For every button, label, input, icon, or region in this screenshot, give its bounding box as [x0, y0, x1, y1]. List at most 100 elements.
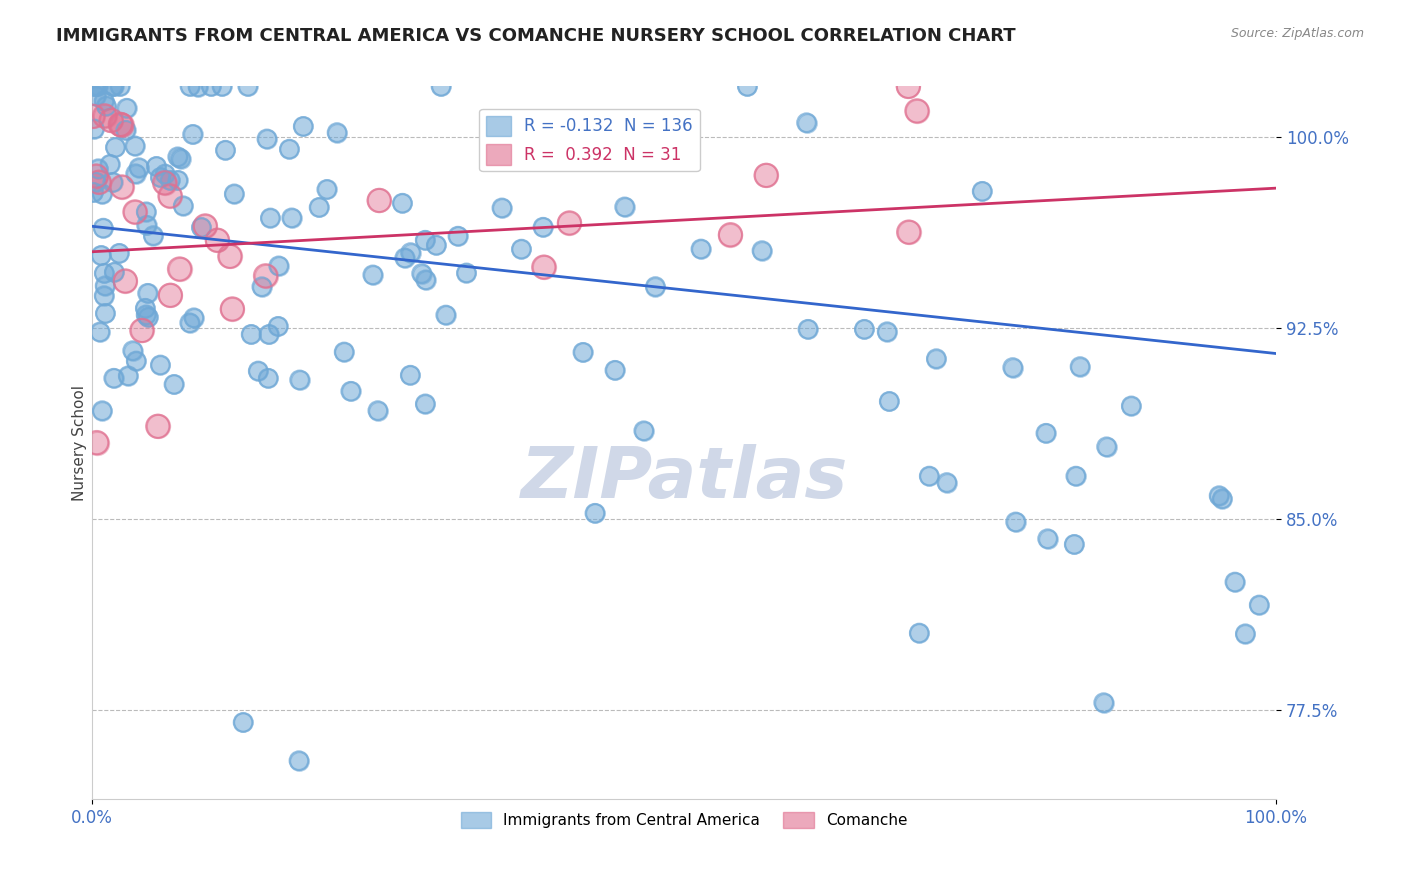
Point: [82, 186, 104, 200]
Point: [288, 754, 311, 768]
Point: [267, 259, 290, 273]
Point: [292, 120, 315, 134]
Point: [877, 394, 900, 409]
Point: [456, 266, 478, 280]
Point: [131, 323, 153, 337]
Point: [82, 109, 104, 123]
Point: [91, 403, 114, 417]
Point: [124, 139, 146, 153]
Point: [326, 126, 349, 140]
Point: [391, 196, 413, 211]
Point: [179, 316, 201, 330]
Point: [153, 167, 176, 181]
Point: [86, 79, 108, 94]
Point: [415, 273, 437, 287]
Point: [153, 176, 176, 190]
Point: [411, 267, 433, 281]
Point: [1064, 469, 1087, 483]
Point: [84, 175, 107, 189]
Point: [83, 122, 105, 136]
Point: [101, 176, 124, 190]
Point: [94, 278, 117, 293]
Point: [533, 260, 555, 274]
Point: [720, 227, 742, 242]
Point: [240, 327, 263, 342]
Point: [84, 89, 107, 103]
Point: [124, 139, 146, 153]
Point: [86, 435, 108, 450]
Point: [257, 327, 280, 342]
Point: [288, 754, 311, 768]
Point: [399, 368, 422, 383]
Point: [491, 201, 513, 215]
Point: [1211, 491, 1233, 506]
Point: [232, 715, 254, 730]
Point: [90, 248, 112, 262]
Point: [94, 306, 117, 320]
Point: [187, 79, 209, 94]
Point: [166, 173, 188, 187]
Point: [221, 301, 243, 316]
Point: [533, 260, 555, 274]
Point: [853, 322, 876, 336]
Point: [1095, 440, 1118, 454]
Point: [96, 99, 118, 113]
Point: [91, 186, 114, 201]
Point: [111, 180, 134, 194]
Point: [267, 319, 290, 334]
Point: [169, 262, 191, 277]
Point: [93, 109, 115, 123]
Point: [100, 113, 122, 128]
Point: [87, 175, 110, 189]
Point: [114, 123, 136, 137]
Point: [91, 186, 114, 201]
Point: [1092, 696, 1115, 710]
Point: [207, 233, 229, 247]
Point: [254, 268, 277, 283]
Point: [368, 194, 391, 208]
Point: [146, 419, 169, 434]
Point: [1211, 491, 1233, 506]
Point: [214, 143, 236, 157]
Point: [98, 157, 121, 171]
Point: [190, 220, 212, 235]
Point: [149, 170, 172, 185]
Point: [83, 122, 105, 136]
Point: [1069, 359, 1091, 374]
Point: [247, 364, 270, 378]
Point: [925, 351, 948, 366]
Point: [250, 279, 273, 293]
Point: [1223, 574, 1246, 589]
Point: [434, 308, 457, 322]
Point: [166, 150, 188, 164]
Point: [257, 371, 280, 385]
Point: [292, 120, 315, 134]
Point: [905, 103, 928, 118]
Point: [1092, 696, 1115, 710]
Point: [413, 233, 436, 247]
Point: [135, 219, 157, 233]
Point: [89, 325, 111, 339]
Point: [972, 184, 994, 198]
Point: [430, 79, 453, 94]
Point: [94, 278, 117, 293]
Point: [908, 626, 931, 640]
Point: [751, 244, 773, 258]
Point: [531, 220, 554, 235]
Point: [737, 79, 759, 94]
Point: [84, 175, 107, 189]
Point: [1001, 360, 1024, 375]
Point: [136, 310, 159, 325]
Point: [918, 469, 941, 483]
Point: [163, 377, 186, 392]
Point: [280, 211, 302, 225]
Point: [125, 354, 148, 368]
Point: [751, 244, 773, 258]
Point: [425, 238, 447, 252]
Point: [633, 424, 655, 438]
Point: [315, 182, 337, 196]
Point: [87, 161, 110, 176]
Point: [136, 310, 159, 325]
Point: [897, 225, 920, 239]
Point: [101, 79, 124, 94]
